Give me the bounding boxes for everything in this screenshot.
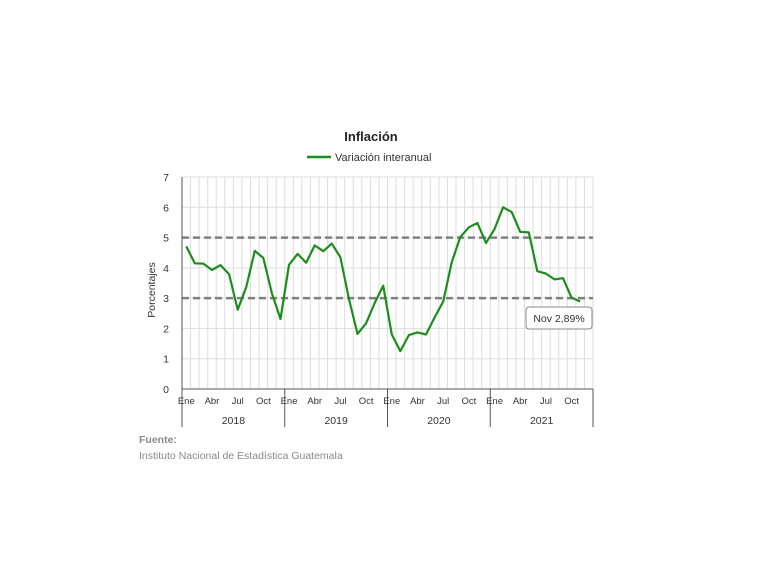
x-tick-label: Oct [461,396,476,407]
series [185,206,581,353]
inflation-chart: Inflación Variación interanual Porcentaj… [146,129,594,427]
x-tick-label: Jul [232,396,244,407]
legend: Variación interanual [307,152,431,164]
x-tick-label: Jul [334,396,346,407]
chart-title: Inflación [344,129,398,144]
x-tick-label: Ene [281,396,298,407]
x-tick-label: Abr [410,396,425,407]
x-tick-label: Ene [486,396,503,407]
y-tick-label: 5 [163,233,169,245]
callout-text: Nov 2,89% [533,313,584,325]
year-label: 2019 [324,415,348,427]
x-tick-label: Oct [256,396,271,407]
x-tick-label: Abr [205,396,220,407]
y-tick-label: 6 [163,202,169,214]
y-tick-labels: 0 1 2 3 4 5 6 7 [163,172,169,396]
source-text: Instituto Nacional de Estadística Guatem… [139,450,343,462]
y-tick-label: 2 [163,323,169,335]
x-tick-label: Jul [540,396,552,407]
x-tick-label: Oct [564,396,579,407]
x-tick-label: Ene [383,396,400,407]
x-tick-label: Jul [437,396,449,407]
y-tick-label: 0 [163,384,169,396]
x-tick-label: Abr [307,396,322,407]
grid [181,176,594,390]
x-tick-labels: Ene Abr Jul Oct 2018 Ene Abr Jul Oct 2019 Ene Abr Ju… [178,396,580,427]
year-label: 2021 [530,415,554,427]
y-tick-label: 1 [163,354,169,366]
y-tick-label: 4 [163,263,169,275]
last-value-callout: Nov 2,89% [525,306,593,330]
axes [181,177,594,427]
callout-box [525,306,593,330]
x-tick-label: Ene [178,396,195,407]
y-axis-label: Porcentajes [146,262,158,317]
year-label: 2018 [222,415,246,427]
legend-label: Variación interanual [335,152,431,164]
year-label: 2020 [427,415,451,427]
reference-lines [182,236,593,300]
x-tick-label: Abr [513,396,528,407]
x-tick-label: Oct [359,396,374,407]
y-tick-label: 3 [163,293,169,305]
series-line [185,206,581,353]
y-tick-label: 7 [163,172,169,184]
source-label: Fuente: [139,434,177,446]
